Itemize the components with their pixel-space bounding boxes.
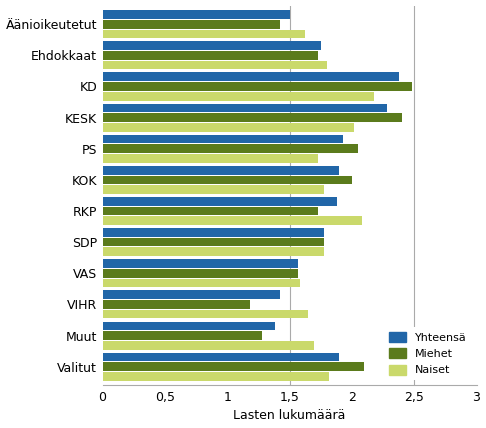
Bar [103,113,402,122]
Bar [103,207,318,215]
Bar [103,331,262,340]
Bar [103,341,314,350]
Bar [103,154,318,163]
Bar [103,82,412,91]
Bar [103,10,290,19]
Bar [103,175,352,184]
Bar [103,51,318,60]
Bar [103,166,339,175]
Bar [103,372,330,380]
Bar [103,290,279,299]
Bar [103,20,279,29]
Legend: Yhteensä, Miehet, Naiset: Yhteensä, Miehet, Naiset [385,327,471,380]
Bar [103,247,325,256]
Bar [103,144,358,153]
Bar [103,30,305,38]
Bar [103,135,343,143]
Bar [103,216,362,225]
Bar [103,362,364,371]
Bar [103,104,387,112]
Bar [103,123,354,132]
Bar [103,279,299,287]
Bar [103,321,275,330]
Bar [103,310,308,318]
Bar [103,228,325,237]
X-axis label: Lasten lukumäärä: Lasten lukumäärä [233,410,346,422]
Bar [103,353,339,361]
Bar [103,92,374,101]
Bar [103,269,298,278]
Bar [103,42,321,50]
Bar [103,72,399,81]
Bar [103,300,250,309]
Bar [103,197,337,206]
Bar [103,61,327,69]
Bar [103,238,325,247]
Bar [103,259,298,268]
Bar [103,185,325,194]
